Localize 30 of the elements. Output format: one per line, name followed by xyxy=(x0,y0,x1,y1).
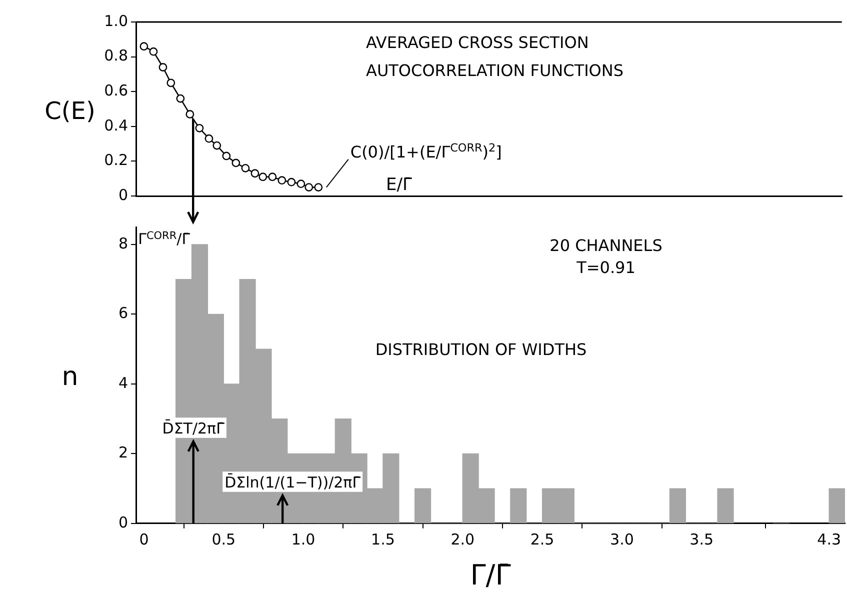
y-tick-label: 0 xyxy=(118,186,128,204)
ref-line-label: D̄ΣT/2πΓ̄ xyxy=(162,418,226,438)
x-axis-title: E/Γ̄ xyxy=(386,175,412,195)
annotation: DISTRIBUTION OF WIDTHS xyxy=(375,340,587,359)
ref-line-label: D̄Σln(1/(1−T))/2πΓ̄ xyxy=(224,472,362,492)
y-axis-title: C(E) xyxy=(44,97,96,125)
x-tick-label: 1.0 xyxy=(291,530,316,548)
x-tick-label: 0.5 xyxy=(212,530,236,548)
y-tick-label: 0 xyxy=(118,513,128,532)
annotation: T=0.91 xyxy=(576,258,636,277)
annotation: 20 CHANNELS xyxy=(550,236,662,255)
y-tick-label: 0.8 xyxy=(104,46,128,65)
x-tick-label: 2.5 xyxy=(530,530,554,548)
y-axis-title: n xyxy=(62,362,78,392)
x-tick-label: 0 xyxy=(139,530,149,548)
y-tick-label: 0.4 xyxy=(104,116,128,134)
y-tick-label: 4 xyxy=(118,374,128,392)
y-tick-label: 0.2 xyxy=(104,151,128,170)
x-tick-label: 3.5 xyxy=(690,530,714,548)
annotation: AVERAGED CROSS SECTION AUTOCORRELATION FUNCTIONS xyxy=(366,33,624,80)
y-tick-label: 1.0 xyxy=(104,12,128,30)
x-tick-label: 4.3 xyxy=(817,530,841,548)
y-tick-label: 8 xyxy=(118,234,128,252)
x-tick-label: 3.0 xyxy=(610,530,634,548)
y-tick-label: 2 xyxy=(118,444,128,462)
x-tick-label: 1.5 xyxy=(371,530,395,548)
x-tick-label: 2.0 xyxy=(450,530,475,548)
y-tick-label: 6 xyxy=(118,304,128,322)
x-axis-title: Γ/Γ̄ xyxy=(470,558,512,592)
y-tick-label: 0.6 xyxy=(104,81,128,100)
